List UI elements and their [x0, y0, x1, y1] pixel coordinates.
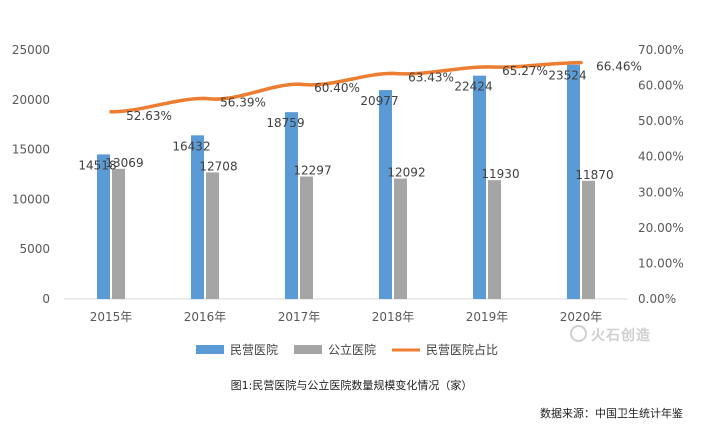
line-share-label: 65.27%: [502, 64, 548, 78]
x-tick-label: 2015年: [90, 310, 133, 324]
bar-public: [112, 168, 125, 299]
chart-caption: 图1:民营医院与公立医院数量规模变化情况（家）: [230, 379, 473, 392]
bar-public-label: 12092: [387, 166, 425, 180]
y-right-tick-label: 0.00%: [638, 292, 676, 306]
y-right-tick-label: 10.00%: [638, 256, 684, 270]
x-tick-label: 2019年: [466, 310, 509, 324]
bar-public-label: 12708: [199, 159, 237, 173]
line-share-label: 60.40%: [314, 81, 360, 95]
y-right-tick-label: 40.00%: [638, 150, 684, 164]
legend-swatch-public: [294, 345, 322, 354]
bar-public-label: 11930: [481, 167, 519, 181]
y-left-tick-label: 10000: [12, 192, 50, 206]
bar-public: [300, 176, 313, 299]
y-left-tick-label: 25000: [12, 43, 50, 57]
y-right-tick-label: 60.00%: [638, 79, 684, 93]
watermark-text: 火石创造: [591, 328, 651, 344]
legend-label-private: 民营医院: [230, 343, 278, 357]
legend-label-share: 民营医院占比: [426, 342, 498, 357]
line-share-label: 52.63%: [126, 109, 172, 123]
bar-private: [567, 64, 580, 299]
line-share-label: 56.39%: [220, 95, 266, 109]
bar-private-label: 18759: [266, 116, 304, 130]
y-left-tick-label: 0: [42, 292, 50, 306]
bar-public: [488, 180, 501, 299]
line-share-label: 66.46%: [596, 60, 642, 74]
y-right-tick-label: 70.00%: [638, 43, 684, 57]
bar-private-label: 14518: [78, 158, 116, 172]
bar-private: [473, 75, 486, 300]
y-left-tick-label: 15000: [12, 143, 50, 157]
bar-private-label: 23524: [548, 69, 586, 83]
legend-label-public: 公立医院: [328, 342, 376, 357]
bar-private: [191, 135, 204, 299]
line-share-label: 63.43%: [408, 70, 454, 84]
bar-public-label: 12297: [293, 164, 331, 178]
y-left-tick-label: 20000: [12, 93, 50, 107]
bar-public-label: 11870: [575, 168, 613, 182]
line-share: [109, 60, 583, 114]
bar-private: [97, 154, 110, 299]
bar-private: [285, 112, 298, 299]
y-left-tick-label: 5000: [19, 242, 50, 256]
x-tick-label: 2018年: [372, 310, 415, 324]
bar-public: [582, 180, 595, 299]
data-source: 数据来源：中国卫生统计年鉴: [540, 407, 683, 420]
y-right-tick-label: 50.00%: [638, 114, 684, 128]
bar-private-label: 22424: [454, 80, 492, 94]
hospital-chart: 0 5000 10000 15000 20000 25000 0.00% 10.00% 20.0…: [12, 43, 684, 357]
x-tick-label: 2020年: [560, 310, 603, 324]
legend-swatch-private: [196, 345, 224, 354]
bar-private-label: 20977: [360, 94, 398, 108]
y-right-tick-label: 30.00%: [638, 185, 684, 199]
bar-private-label: 16432: [172, 139, 210, 153]
bar-public-label: 13069: [105, 156, 143, 170]
watermark: 火石创造: [570, 325, 651, 345]
y-right-tick-label: 20.00%: [638, 221, 684, 235]
watermark-icon: [570, 325, 587, 342]
bar-public: [206, 172, 219, 299]
bar-public: [394, 178, 407, 299]
bar-private: [379, 90, 392, 299]
x-tick-label: 2016年: [184, 310, 227, 324]
x-tick-label: 2017年: [278, 310, 321, 324]
